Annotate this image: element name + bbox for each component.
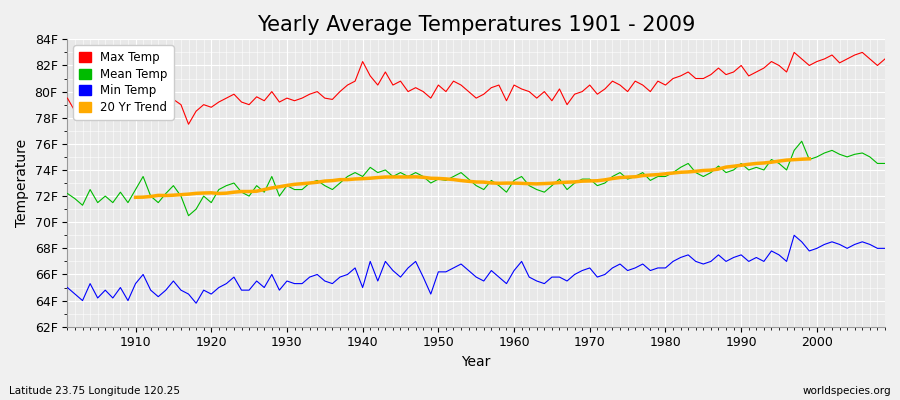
Title: Yearly Average Temperatures 1901 - 2009: Yearly Average Temperatures 1901 - 2009 — [257, 15, 696, 35]
Legend: Max Temp, Mean Temp, Min Temp, 20 Yr Trend: Max Temp, Mean Temp, Min Temp, 20 Yr Tre… — [73, 45, 174, 120]
Text: worldspecies.org: worldspecies.org — [803, 386, 891, 396]
Y-axis label: Temperature: Temperature — [15, 139, 29, 227]
Text: Latitude 23.75 Longitude 120.25: Latitude 23.75 Longitude 120.25 — [9, 386, 180, 396]
X-axis label: Year: Year — [462, 355, 490, 369]
